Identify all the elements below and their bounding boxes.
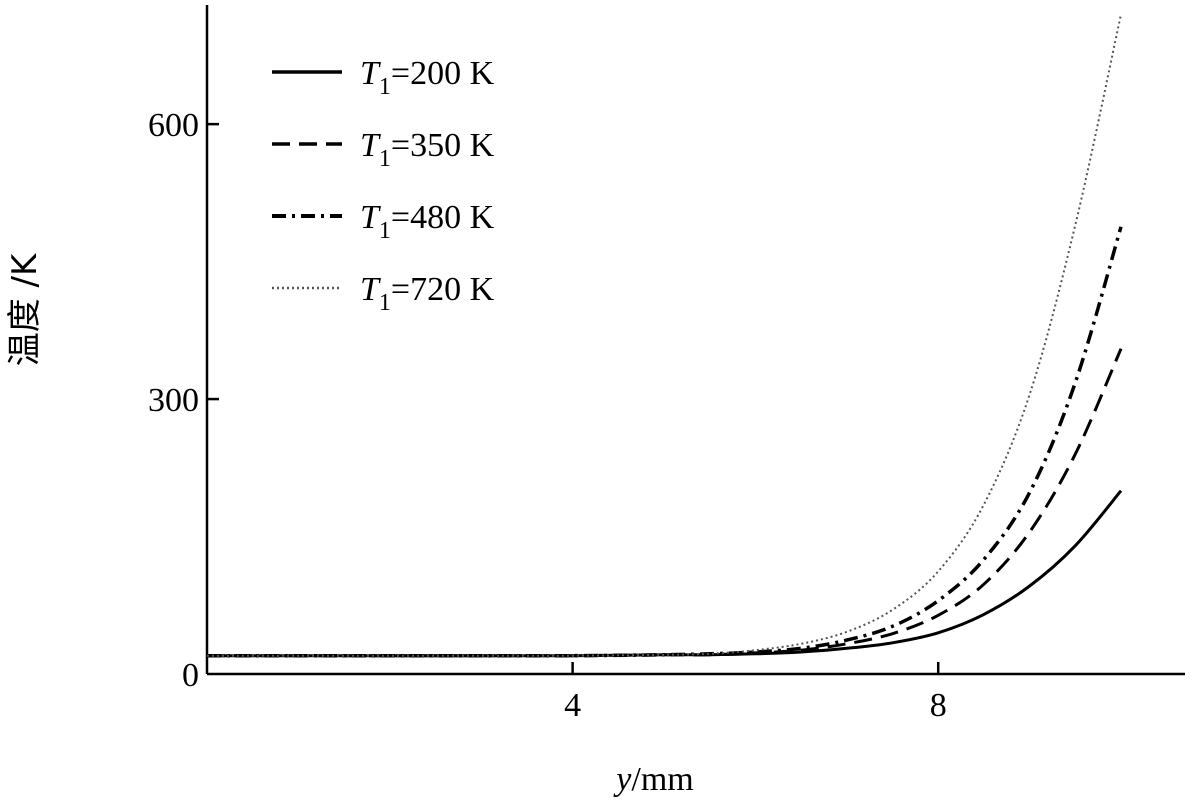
y-tick-label: 300 [148,382,199,419]
series-line-1 [206,489,1123,658]
x-tick-label: 8 [930,687,947,724]
series-line-3 [206,226,1123,658]
legend-label-1: T1=200 K [360,55,495,100]
series-lines [206,13,1123,658]
y-tick-label: 0 [182,657,199,694]
axes: 0 300 600 4 8 [148,5,1185,724]
x-axis-unit: /mm [631,761,693,798]
y-tick-label: 600 [148,107,199,144]
x-axis-title: y/mm [613,761,693,798]
legend: T1=200 K T1=350 K T1=480 K T1=720 K [272,55,495,316]
x-axis-variable: y [613,761,632,798]
legend-label-3: T1=480 K [360,199,495,244]
legend-label-2: T1=350 K [360,127,495,172]
axis-labels: 温度 /K y/mm [5,252,694,798]
legend-label-4: T1=720 K [360,271,495,316]
series-line-2 [206,348,1123,658]
series-line-4 [206,13,1122,657]
x-tick-label: 4 [564,687,581,724]
y-axis-title: 温度 /K [5,252,45,366]
